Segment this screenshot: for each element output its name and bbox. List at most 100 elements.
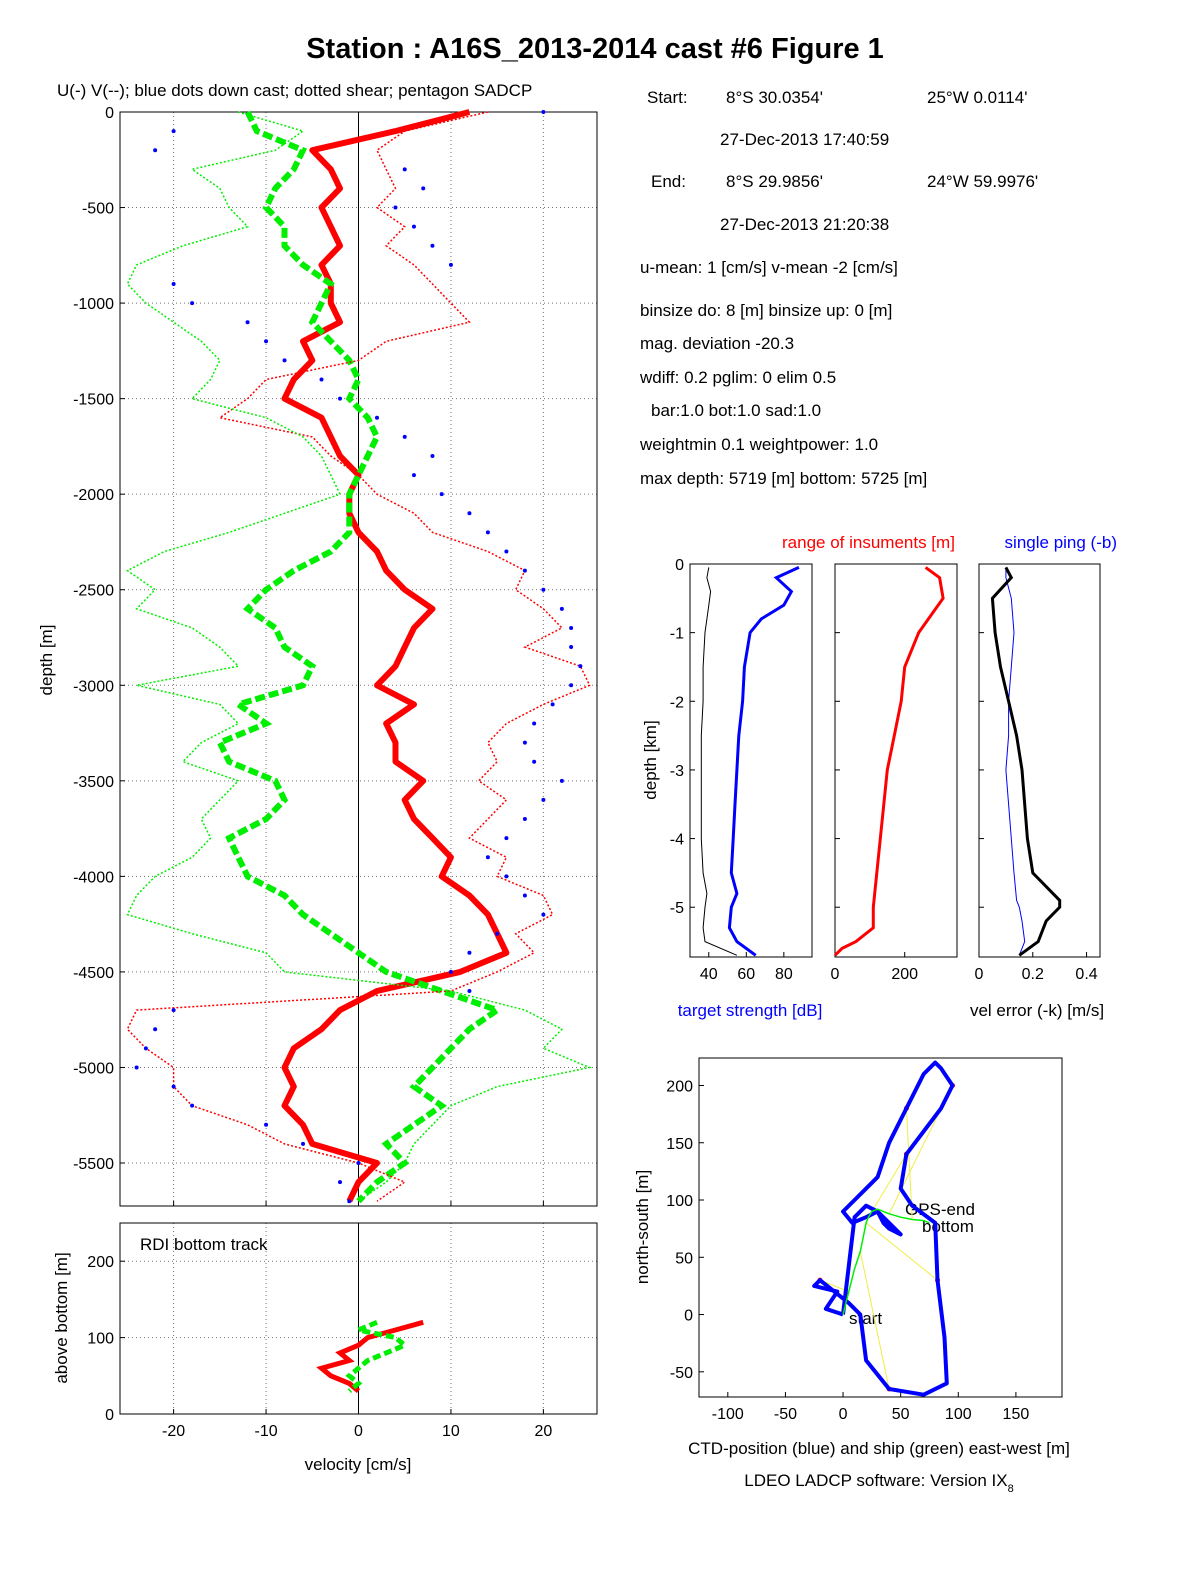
down-cast-dot (504, 874, 509, 879)
east-west-tick-label: 150 (1003, 1406, 1030, 1423)
ctd-ship-connector (859, 1251, 890, 1390)
range-range-line (833, 566, 945, 957)
above-bottom-tick-label: 100 (87, 1331, 114, 1348)
ship-track (842, 1208, 930, 1315)
down-cast-dot (559, 606, 564, 611)
down-cast-dot (282, 358, 287, 363)
down-cast-dot (569, 683, 574, 688)
down-cast-dot (541, 912, 546, 917)
bar-text: bar:1.0 bot:1.0 sad:1.0 (651, 401, 821, 420)
down-cast-dot (153, 148, 158, 153)
ctd-ship-connector (865, 1222, 938, 1281)
down-cast-dot (569, 625, 574, 630)
north-south-tick-label: 150 (666, 1136, 693, 1153)
main-subtitle: U(-) V(--); blue dots down cast; dotted … (57, 81, 532, 100)
start-lat: 8°S 30.0354' (726, 88, 823, 107)
down-cast-dot (374, 415, 379, 420)
end-lat: 8°S 29.9856' (726, 172, 823, 191)
down-cast-dot (153, 1027, 158, 1032)
ts-depth-tick-label: -3 (670, 763, 684, 780)
down-cast-dot (264, 1122, 269, 1127)
vel-error-frame (978, 563, 1101, 958)
east-west-tick-label: 0 (839, 1406, 848, 1423)
down-cast-dot (319, 377, 324, 382)
down-cast-dot (264, 339, 269, 344)
depth-tick-label: -2000 (73, 487, 114, 504)
down-cast-dot (578, 664, 583, 669)
vel-error-xlabel: vel error (-k) [m/s] (970, 1001, 1104, 1020)
ts-x-tick-label: 60 (737, 966, 755, 983)
u-velocity-line (281, 109, 510, 1203)
down-cast-dot (522, 817, 527, 822)
down-cast-dot (541, 110, 546, 114)
north-south-tick-label: 100 (666, 1193, 693, 1210)
down-cast-dot (430, 453, 435, 458)
start-annotation: start (849, 1309, 882, 1328)
down-cast-dot (393, 205, 398, 210)
down-cast-dot (522, 568, 527, 573)
ts-target-strength-line (727, 566, 800, 957)
position-xlabel: CTD-position (blue) and ship (green) eas… (688, 1439, 1070, 1458)
down-cast-dot (522, 740, 527, 745)
above-bottom-tick-label: 200 (87, 1254, 114, 1271)
end-time: 27-Dec-2013 21:20:38 (720, 215, 889, 234)
ts-depth-tick-label: 0 (675, 557, 684, 574)
ts-depth-tick-label: -4 (670, 832, 684, 849)
down-cast-dot (559, 778, 564, 783)
velerr-x-tick-label: 0 (975, 966, 984, 983)
velocity-tick-label: -10 (254, 1423, 277, 1440)
down-cast-dot (190, 1103, 195, 1108)
binsize-text: binsize do: 8 [m] binsize up: 0 [m] (640, 301, 892, 320)
velocity-tick-label: 10 (442, 1423, 460, 1440)
down-cast-dot (245, 320, 250, 325)
north-south-tick-label: 50 (675, 1250, 693, 1267)
ctd-ship-connector (871, 1153, 907, 1212)
down-cast-dot (504, 836, 509, 841)
vel-error-panel: single ping (-b) vel error (-k) [m/s] 0 0… (970, 533, 1117, 1020)
down-cast-dot (532, 721, 537, 726)
down-cast-dot (143, 1046, 148, 1051)
ts-depth-tick-label: -5 (670, 900, 684, 917)
ts-xlabel: target strength [dB] (678, 1001, 823, 1020)
depth-tick-label: -5500 (73, 1156, 114, 1173)
range-title: range of insuments [m] (782, 533, 955, 552)
position-panel: north-south [m] CTD-position (blue) and … (633, 1057, 1070, 1458)
ts-x-tick-label: 40 (700, 966, 718, 983)
down-cast-dot (430, 243, 435, 248)
velocity-xlabel: velocity [cm/s] (305, 1455, 412, 1474)
v-shear-line (125, 111, 593, 1202)
down-cast-dot (411, 473, 416, 478)
depth-text: max depth: 5719 [m] bottom: 5725 [m] (640, 469, 927, 488)
velocity-tick-label: 0 (354, 1423, 363, 1440)
velocity-profile-panel: depth [m] 0 -500 -1000 -1500 -2000 -2500 -3000… (37, 105, 598, 1207)
down-cast-dot (541, 797, 546, 802)
range-frame (834, 563, 958, 958)
target-strength-panel: depth [km] target strength [dB] 40 60 80 0 -… (641, 557, 822, 1020)
magdev-text: mag. deviation -20.3 (640, 334, 794, 353)
range-panel: range of insuments [m] 0 200 (782, 533, 958, 983)
down-cast-dot (504, 549, 509, 554)
depth-tick-label: -2500 (73, 583, 114, 600)
software-subscript: 8 (1008, 1483, 1014, 1495)
down-cast-dot (347, 1199, 352, 1204)
single-ping-title: single ping (-b) (1005, 533, 1117, 552)
down-cast-dot (485, 855, 490, 860)
down-cast-dot (421, 186, 426, 191)
velocity-tick-label: -20 (162, 1423, 185, 1440)
target-strength-frame (689, 563, 813, 958)
bottom-track-ylabel: above bottom [m] (52, 1252, 71, 1383)
start-time: 27-Dec-2013 17:40:59 (720, 130, 889, 149)
down-cast-dot (171, 1008, 176, 1013)
range-x-tick-label: 200 (891, 966, 918, 983)
position-frame (698, 1057, 1063, 1398)
down-cast-dot (448, 262, 453, 267)
depth-tick-label: -500 (82, 201, 114, 218)
bottom-track-title: RDI bottom track (140, 1235, 268, 1254)
depth-tick-label: -3000 (73, 678, 114, 695)
ts-ylabel: depth [km] (641, 720, 660, 799)
down-cast-dot (190, 301, 195, 306)
velerr-vel-error-line (990, 566, 1062, 957)
range-x-tick-label: 0 (831, 966, 840, 983)
down-cast-dot (522, 893, 527, 898)
